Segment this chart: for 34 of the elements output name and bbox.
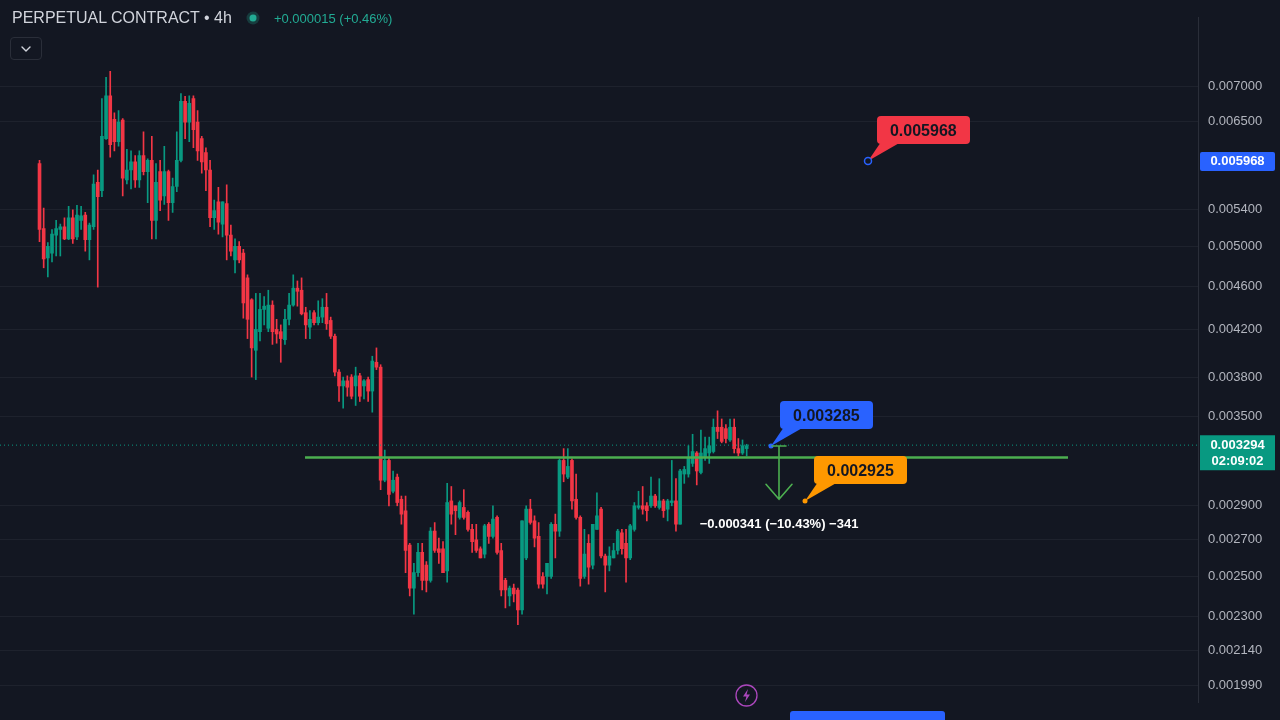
text: 0.005968 <box>1210 153 1265 169</box>
y-tick-label: 0.007000 <box>1208 77 1263 93</box>
candlestick <box>640 486 645 515</box>
annotation: 0.003285 <box>793 407 860 425</box>
candlestick <box>316 300 321 326</box>
y-tick-label: 0.002700 <box>1208 531 1263 547</box>
y-tick-label: 0.004600 <box>1208 277 1263 293</box>
candlestick <box>58 223 63 257</box>
y-tick-label: 0.005400 <box>1208 201 1263 217</box>
y-tick-label: 0.003500 <box>1208 407 1263 423</box>
y-tick-label: 0.003800 <box>1208 368 1263 384</box>
candlestick <box>669 460 674 507</box>
chart-title: PERPETUAL CONTRACT • 4h <box>12 9 232 27</box>
y-tick-label: 0.002140 <box>1208 642 1263 658</box>
candlestick <box>553 513 558 559</box>
candlestick <box>95 169 100 288</box>
y-tick-label: 0.001990 <box>1208 676 1263 692</box>
candlestick <box>341 376 346 409</box>
annotation: 0.002925 <box>827 461 894 479</box>
y-tick-label: 0.004200 <box>1208 320 1263 336</box>
candlestick <box>278 324 283 363</box>
y-tick-label: 0.002300 <box>1208 607 1263 623</box>
candlestick <box>657 478 662 510</box>
candlestick <box>362 379 366 400</box>
candlestick <box>129 150 133 190</box>
annotation: −0.000341 (−10.43%) −341 <box>699 516 859 532</box>
ref-line-label: 0.003294 02:09:02 <box>1210 436 1266 468</box>
candlestick <box>253 293 258 380</box>
y-tick-label: 0.005000 <box>1208 237 1263 253</box>
y-tick-label: 0.002900 <box>1208 497 1263 513</box>
annotation: 0.005968 <box>889 122 957 140</box>
y-tick-label: 0.002500 <box>1208 568 1263 584</box>
chart-subtitle: +0.000015 (+0.46%) <box>273 10 393 26</box>
y-tick-label: 0.006500 <box>1208 113 1263 128</box>
